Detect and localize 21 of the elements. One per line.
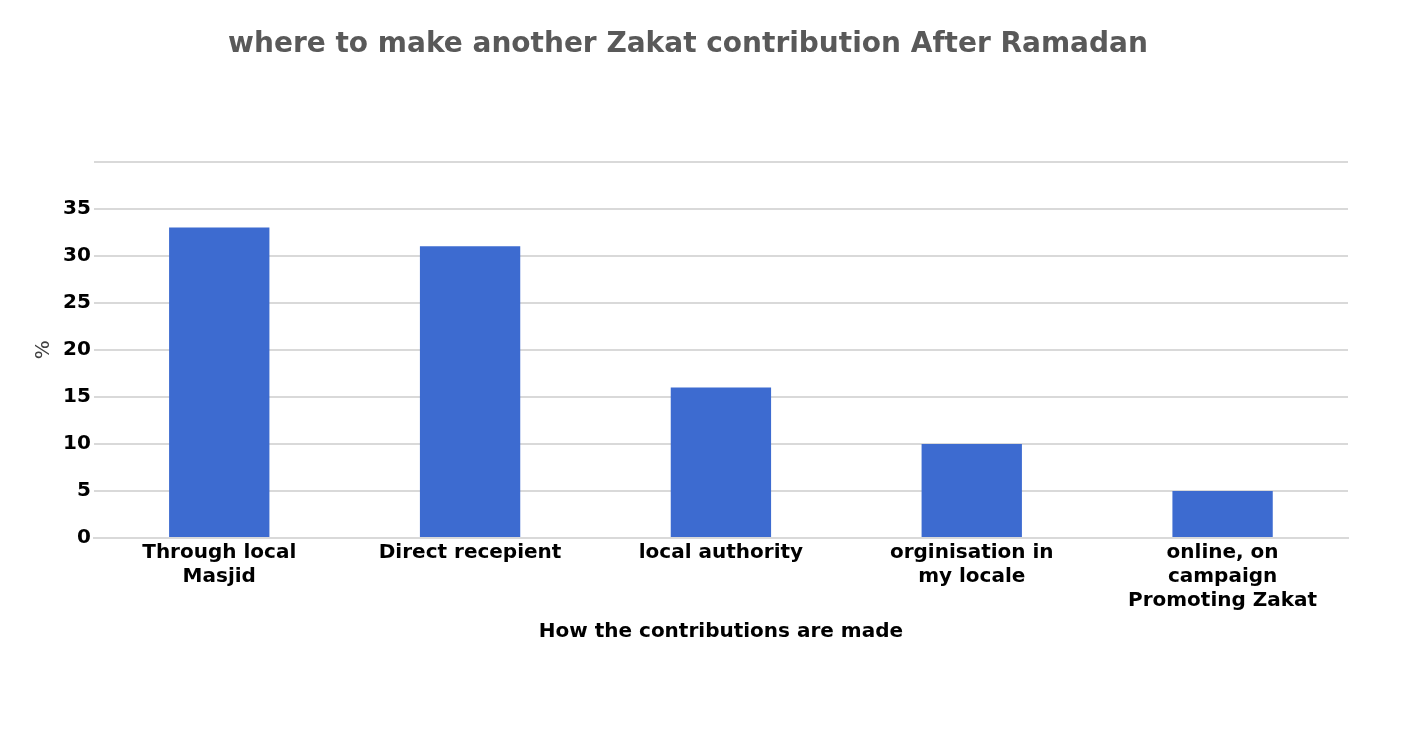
bar — [670, 387, 772, 537]
x-tick-label: Through local Masjid — [142, 539, 297, 588]
y-axis-title: % — [30, 340, 55, 360]
bar — [1172, 490, 1273, 537]
y-tick-label: 25 — [62, 288, 91, 313]
bar — [169, 227, 270, 537]
y-tick-label: 15 — [62, 383, 91, 408]
y-tick-label: 5 — [76, 477, 91, 502]
y-tick-label: 30 — [62, 241, 91, 266]
x-tick-label: orginisation in my locale — [889, 539, 1054, 588]
x-tick-label: online, on campaign Promoting Zakat — [1128, 539, 1318, 612]
x-tick-label: local authority — [638, 539, 804, 564]
bar — [419, 246, 521, 537]
y-tick-label: 20 — [62, 336, 91, 360]
bar — [921, 443, 1022, 537]
y-tick-label: 35 — [62, 194, 91, 219]
y-tick-label: 0 — [76, 524, 91, 549]
x-tick-label: Direct recepient — [378, 539, 562, 564]
chart-title: where to make another Zakat contribution After Ramadan — [228, 26, 1148, 60]
x-axis-title: How the contributions are made — [538, 618, 904, 643]
y-tick-label: 10 — [62, 430, 91, 455]
